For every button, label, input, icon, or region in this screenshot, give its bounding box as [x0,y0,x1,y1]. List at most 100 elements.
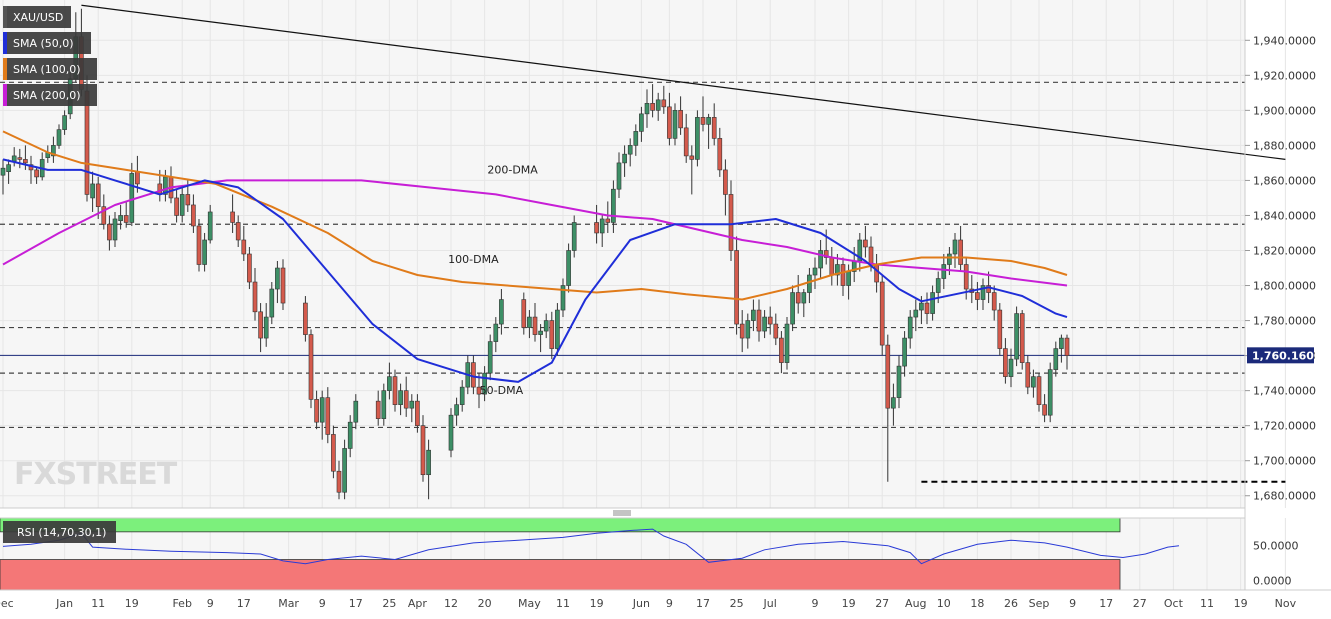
time-tick-label: 17 [349,597,363,610]
candle-body [123,215,129,223]
candle-body [157,183,163,195]
candle-body [230,211,235,223]
current-price-tag: 1,760.1600 [1247,347,1322,364]
time-tick-label: 9 [812,597,819,610]
candle-body [314,399,319,423]
candle-body [118,215,123,222]
time-tick-label: Jul [763,597,777,610]
rsi-zones [0,517,1121,591]
candle-body [723,169,728,195]
candle-body [896,365,902,398]
candle-body [891,397,896,409]
candle-body [398,390,403,405]
price-tick-label: 1,840.0000 [1253,209,1316,222]
time-tick-label: 12 [444,597,458,610]
candle-body [605,218,611,223]
candle-body [812,267,818,276]
candle-body [135,171,140,185]
candle-body [403,390,409,409]
time-tick-label: 9 [319,597,326,610]
time-tick-label: 9 [207,597,214,610]
price-tick-label: 1,680.0000 [1253,490,1316,503]
candle-body [801,292,807,304]
time-tick-label: Dec [0,597,14,610]
candle-body [1014,313,1019,360]
candle-body [471,362,476,388]
sma-100-line [2,130,1068,301]
candle-body [907,316,913,339]
time-tick-label: Jan [55,597,73,610]
candle-body [672,110,678,139]
time-tick-label: 19 [125,597,139,610]
candle-body [930,292,935,314]
candle-body [633,131,639,146]
candle-body [840,264,846,286]
candle-body [476,386,482,395]
legend-swatch [3,58,7,80]
time-tick-label: Oct [1164,597,1184,610]
watermark-logo: FXSTREET [14,457,178,492]
candle-body [1047,369,1053,416]
time-tick-label: May [518,597,541,610]
candle-body [308,334,314,400]
candle-body [734,250,739,325]
candle-body [829,257,835,276]
price-tick-label: 1,880.0000 [1253,139,1316,152]
time-tick-label: Feb [172,597,191,610]
rsi-axis: 0.0000 50.0000 [1253,540,1299,588]
candle-body [202,239,207,265]
candle-body [599,218,605,234]
candle-body [874,264,879,283]
candle-body [941,264,947,279]
time-tick-label: 11 [91,597,105,610]
moving-averages [2,130,1068,383]
candle-body [51,145,56,157]
candle-body [1003,348,1008,377]
time-tick-label: 9 [1069,597,1076,610]
time-tick-label: 17 [237,597,251,610]
candle-body [868,246,874,265]
rsi-legend: RSI (14,70,30,1) [3,521,116,543]
candle-body [745,320,751,339]
candle-body [331,434,336,472]
time-tick-label: Jun [632,597,650,610]
price-tick-label: 1,820.0000 [1253,244,1316,257]
trendline [81,4,1286,161]
indicator-legend: XAU/USD SMA (50,0) SMA (100,0) SMA (200,0) [3,6,97,106]
current-price-tag-box [1247,347,1314,364]
time-tick-label: 25 [382,597,396,610]
panel-resize-handle[interactable] [613,510,631,516]
candle-body [426,449,431,476]
candle-body [986,285,991,293]
candle-body [1019,313,1025,363]
candle-body [17,157,23,160]
candle-body [415,400,420,426]
candle-body [807,274,812,293]
candle-body [650,103,655,111]
candle-body [639,113,644,132]
candle-body [958,239,963,265]
candles [0,8,1070,500]
candle-body [751,309,756,321]
legend-box [3,58,97,80]
candle-body [779,337,784,363]
price-axis: 1,680.0000 1,700.0000 1,720.0000 1,740.0000… [1245,34,1316,503]
legend-swatch [3,6,7,28]
candle-body [678,110,683,129]
legend-swatch [3,84,7,106]
legend-box [3,6,71,28]
candle-body [997,309,1003,349]
legend-box [3,32,91,54]
candle-body [129,173,135,223]
candle-body [454,404,459,416]
legend-swatch [3,32,7,54]
time-tick-label: 17 [696,597,710,610]
candle-body [728,194,734,251]
rsi-oversold-zone [0,559,1121,591]
rsi-overbought-zone [0,517,1121,533]
candle-body [695,117,700,160]
candle-body [487,341,493,374]
time-tick-label: 27 [875,597,889,610]
candle-body [571,222,577,251]
